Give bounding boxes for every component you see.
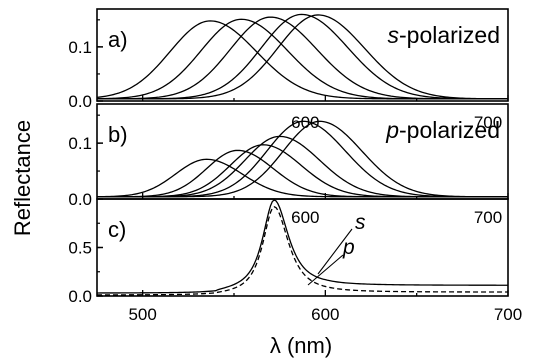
- polarization-symbol: s: [388, 22, 400, 48]
- y-tick-label: 0.1: [68, 38, 92, 57]
- series-line-3: [97, 144, 508, 198]
- polarization-word: -polarized: [399, 22, 500, 48]
- polarization-label: p-polarized: [385, 117, 500, 143]
- series-line-2: [97, 149, 508, 198]
- series-label-p: p: [342, 236, 355, 259]
- series-label-s: s: [355, 211, 366, 234]
- x-tick-label: 600: [291, 113, 319, 132]
- series-line-5: [97, 14, 509, 100]
- panel-label: a): [108, 27, 128, 52]
- y-axis-title: Reflectance: [10, 120, 35, 236]
- x-tick-label: 700: [474, 113, 502, 132]
- panel-label: c): [108, 217, 126, 242]
- y-tick-label: 0.0: [68, 92, 92, 111]
- y-tick-label: 0.0: [68, 190, 92, 209]
- leader-line-p: [307, 254, 344, 286]
- x-tick-label-inner: 700: [474, 208, 502, 227]
- y-tick-label: 0.5: [68, 239, 92, 258]
- panel-b: 0.0 0.1 b) p-polarized 600 700: [68, 103, 509, 209]
- series-line-s: [97, 199, 508, 294]
- y-tick-label: 0.0: [68, 287, 92, 306]
- series-line-3: [97, 16, 508, 100]
- polarization-symbol: p: [385, 117, 399, 143]
- x-tick-label-inner: 600: [291, 208, 319, 227]
- x-axis-title: λ (nm): [270, 333, 332, 358]
- polarization-word: -polarized: [399, 117, 500, 143]
- series-line-6: [97, 120, 508, 198]
- panel-c: 0.0 0.5 c) 600 700 500 600 700 sp: [68, 198, 522, 324]
- panel-a: 0.0 0.1 a) s-polarized: [68, 8, 509, 111]
- x-tick-label: 700: [494, 305, 522, 324]
- series-line-1: [96, 158, 508, 198]
- series-line-p: [96, 205, 508, 296]
- panel-label: b): [108, 122, 128, 147]
- y-tick-label: 0.1: [68, 134, 92, 153]
- x-tick-label: 500: [128, 305, 156, 324]
- x-tick-label: 600: [311, 305, 339, 324]
- panel-frame: [96, 8, 509, 102]
- polarization-label: s-polarized: [388, 22, 501, 48]
- leader-line-s: [317, 228, 353, 275]
